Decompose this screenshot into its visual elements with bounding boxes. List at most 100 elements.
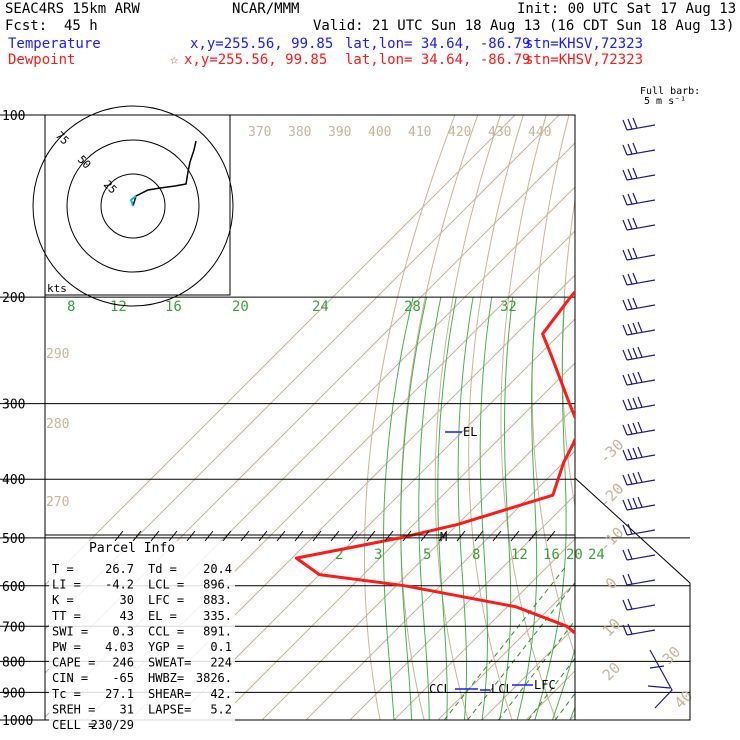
wind-barb-flag: [627, 423, 633, 435]
mixing-ratio-label: 20: [566, 547, 583, 563]
isotherm-label: -30: [596, 436, 628, 468]
wind-barb-flag: [627, 373, 633, 385]
wind-barb: [626, 254, 656, 261]
legend-temperature-label: Temperature: [8, 36, 101, 52]
wind-barb-flag: [622, 349, 628, 361]
wind-barb-flag: [627, 473, 633, 485]
parcel-key: YGP =: [148, 640, 184, 654]
wind-barb-flag: [622, 374, 628, 386]
hatch-mark: [528, 530, 538, 542]
isotherm: [658, 115, 740, 720]
center-title: NCAR/MMM: [232, 1, 300, 17]
wind-barb: [626, 529, 656, 536]
wind-barb-flag: [627, 598, 633, 610]
dry-adiabat: [364, 115, 456, 720]
wind-barb: [626, 224, 656, 231]
moist-adiabat: [551, 646, 575, 720]
pressure-label-200: 200: [2, 291, 25, 306]
annotation-el: EL: [463, 425, 477, 439]
mixing-ratio-label: 24: [588, 547, 605, 563]
wind-barb: [626, 579, 656, 586]
isotherm: [305, 450, 575, 720]
wind-barb-flag: [622, 549, 628, 561]
mixing-ratio-label: 3: [374, 547, 382, 563]
legend-dewpoint-latlon: lat,lon= 34.64, -86.79: [345, 52, 531, 68]
hatch-mark: [150, 530, 160, 542]
parcel-value: 30: [120, 593, 134, 607]
wind-barb-flag: [622, 449, 628, 461]
wind-barb-flag: [632, 372, 638, 384]
wind-barb-flag: [622, 144, 628, 156]
hodograph-ring: [100, 173, 166, 239]
wind-barb: [626, 554, 656, 561]
wind-barb-flag: [622, 599, 628, 611]
mixing-ratio-line: [467, 581, 575, 720]
parcel-key: LFC =: [148, 593, 184, 607]
hatch-mark: [312, 530, 322, 542]
parcel-value: 0.1: [210, 640, 232, 654]
wind-barb-flag: [627, 498, 633, 510]
wind-barb-flag: [627, 623, 633, 635]
theta-label: 440: [528, 125, 551, 140]
legend-temperature-xy: x,y=255.56, 99.85: [190, 36, 334, 52]
theta-label: 390: [328, 125, 351, 140]
pressure-label-800: 800: [2, 655, 25, 670]
theta-label: 430: [488, 125, 511, 140]
wind-barbs: [622, 117, 673, 709]
wind-barb-flag: [627, 118, 633, 130]
wind-barb-flag: [627, 193, 633, 205]
wind-barb-flag: [622, 424, 628, 436]
wind-barb: [626, 479, 656, 486]
wind-barb-flag: [632, 472, 638, 484]
wind-barb-flag: [622, 274, 628, 286]
wind-barb: [626, 124, 656, 131]
wind-barb-flag: [637, 371, 643, 383]
hodograph-trace: [132, 140, 197, 207]
isotherm-label: 40: [671, 687, 697, 713]
wind-barb-flag: [637, 496, 643, 508]
parcel-key: LAPSE=: [148, 702, 191, 716]
legend-temperature-latlon: lat,lon= 34.64, -86.79: [345, 36, 531, 52]
wind-barb-flag: [622, 624, 628, 636]
mixing-ratio-line: [604, 565, 716, 720]
theta-label: 400: [368, 125, 391, 140]
isotherm: [217, 362, 575, 720]
wind-barb-flag: [627, 298, 633, 310]
parcel-value: 5.2: [210, 702, 232, 716]
hatch-mark: [384, 530, 394, 542]
isotherm: [525, 670, 575, 720]
fcst-value: 45 h: [64, 18, 98, 34]
wind-barb: [626, 149, 656, 156]
parcel-key: K =: [52, 593, 74, 607]
parcel-key: LI =: [52, 578, 81, 592]
isotherm: [702, 115, 740, 720]
wind-barb: [626, 329, 656, 336]
theta-label: 420: [448, 125, 471, 140]
annotation-ccl: CCL: [429, 682, 451, 696]
wind-barb-flag: [632, 167, 638, 179]
parcel-value: 26.7: [105, 562, 134, 576]
wind-barb-flag: [622, 574, 628, 586]
moist-adiabat: [383, 296, 414, 720]
dry-adiabat: [725, 115, 740, 733]
wind-barb-flag: [627, 143, 633, 155]
wind-barb-flag: [632, 217, 638, 229]
parcel-bg: [49, 541, 235, 721]
wind-barb-flag: [622, 169, 628, 181]
isotherm-label: 20: [599, 659, 625, 685]
wind-barb: [626, 504, 656, 511]
parcel-key: CIN =: [52, 671, 88, 685]
hodograph-ring: [32, 105, 234, 307]
wind-barb-flag: [632, 192, 638, 204]
hatch-mark: [168, 530, 178, 542]
hatch-mark: [114, 530, 124, 542]
dry-adiabat: [620, 115, 740, 733]
isotherm: [45, 115, 516, 586]
theta-side-label: 290: [46, 347, 69, 362]
wind-barb-flag: [632, 397, 638, 409]
moist-adiabat: [676, 297, 740, 720]
theta-label: 370: [248, 125, 271, 140]
mixing-ratio-label: 5: [423, 547, 431, 563]
